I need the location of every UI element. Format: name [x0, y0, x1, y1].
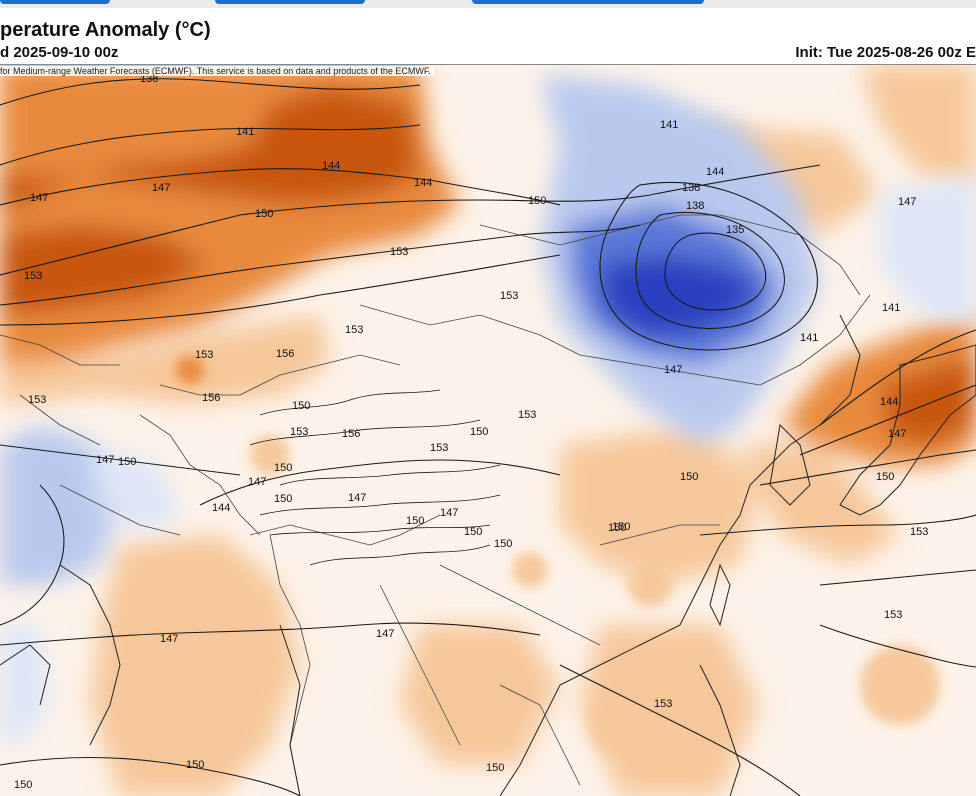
tab-1[interactable] [0, 0, 110, 4]
contour-label: 141 [660, 119, 678, 131]
credit-text: for Medium-range Weather Forecasts (ECMW… [0, 66, 434, 76]
contour-label: 147 [888, 428, 906, 440]
contour-label: 150 [494, 538, 512, 550]
contour-label: 153 [654, 698, 672, 710]
contour-label: 153 [390, 246, 408, 258]
contour-label: 147 [152, 182, 170, 194]
contour-label: 150 [612, 521, 630, 533]
contour-label: 153 [518, 409, 536, 421]
contour-label: 150 [186, 759, 204, 771]
contour-label: 156 [342, 428, 360, 440]
contour-labels: 138 141 144 147 150 153 147 144 141 138 135 150 153 1… [14, 73, 928, 791]
contour-label: 150 [274, 493, 292, 505]
tab-3[interactable] [472, 0, 704, 4]
coastlines [0, 314, 976, 796]
contour-label: 147 [248, 476, 266, 488]
contour-label: 138 [682, 182, 700, 194]
contour-label: 150 [876, 471, 894, 483]
contour-label: 144 [880, 396, 898, 408]
country-borders [0, 214, 871, 796]
contour-label: 141 [236, 126, 254, 138]
tab-2[interactable] [215, 0, 365, 4]
contour-label: 138 [686, 200, 704, 212]
contour-label: 150 [14, 779, 32, 791]
contour-label: 147 [30, 192, 48, 204]
contour-label: 150 [464, 526, 482, 538]
contour-label: 135 [726, 224, 744, 236]
valid-time: d 2025-09-10 00z [0, 44, 119, 61]
contour-label: 153 [195, 349, 213, 361]
terrain-contours [249, 389, 501, 566]
contour-label: 150 [680, 471, 698, 483]
contour-lines [0, 78, 976, 796]
contour-label: 147 [160, 633, 178, 645]
contour-label: 141 [882, 302, 900, 314]
map-canvas: 138 141 144 147 150 153 147 144 141 138 135 150 153 1… [0, 65, 976, 796]
contour-label: 150 [528, 195, 546, 207]
contour-label: 150 [486, 762, 504, 774]
contour-label: 153 [884, 609, 902, 621]
contour-label: 150 [118, 456, 136, 468]
contour-label: 150 [406, 515, 424, 527]
contour-label: 141 [800, 332, 818, 344]
contour-label: 150 [255, 208, 273, 220]
contour-label: 153 [24, 270, 42, 282]
map-title: perature Anomaly (°C) [0, 19, 211, 41]
contour-label: 147 [348, 492, 366, 504]
contour-label: 147 [376, 628, 394, 640]
header-divider [0, 64, 976, 65]
contour-label: 147 [898, 196, 916, 208]
contour-label: 150 [274, 462, 292, 474]
contour-label: 144 [322, 160, 340, 172]
contour-label: 150 [292, 400, 310, 412]
contour-label: 153 [430, 442, 448, 454]
contour-label: 147 [96, 454, 114, 466]
top-tab-bar [0, 0, 976, 8]
contour-label: 147 [440, 507, 458, 519]
contour-label: 156 [202, 392, 220, 404]
contour-label: 144 [212, 502, 230, 514]
contour-label: 153 [345, 324, 363, 336]
contour-label: 144 [414, 177, 432, 189]
init-time: Init: Tue 2025-08-26 00z E [795, 44, 976, 61]
contour-label: 153 [290, 426, 308, 438]
contour-label: 138 [140, 73, 158, 85]
contour-label: 153 [910, 526, 928, 538]
contour-label: 150 [608, 522, 626, 534]
contour-label: 144 [706, 166, 724, 178]
anomaly-map[interactable]: 138 141 144 147 150 153 147 144 141 138 135 150 153 1… [0, 65, 976, 796]
contour-label: 156 [276, 348, 294, 360]
contour-label: 153 [500, 290, 518, 302]
contour-label: 147 [664, 364, 682, 376]
contour-label: 150 [470, 426, 488, 438]
contour-label: 153 [28, 394, 46, 406]
